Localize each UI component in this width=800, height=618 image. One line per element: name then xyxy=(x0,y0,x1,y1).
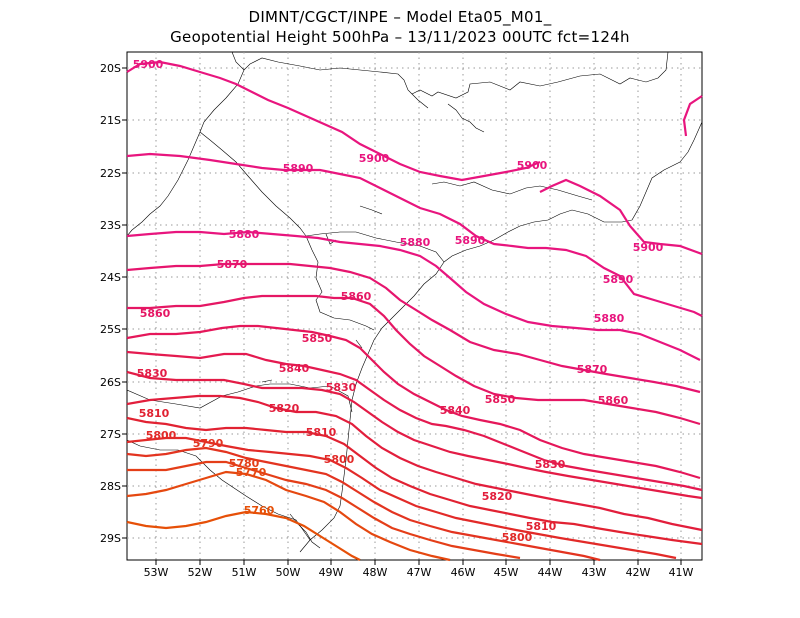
contour-5900-ne xyxy=(539,178,703,256)
contour-5850 xyxy=(126,324,701,480)
contour-5840 xyxy=(126,350,703,492)
contour-label: 5860 xyxy=(598,394,629,407)
lon-label: 49W xyxy=(319,566,344,579)
state-border-north xyxy=(231,51,429,109)
lon-label: 44W xyxy=(538,566,563,579)
contour-label: 5760 xyxy=(244,504,275,517)
contour-label: 5880 xyxy=(400,236,431,249)
contour-label: 5880 xyxy=(229,228,260,241)
contour-5820 xyxy=(126,394,703,532)
lat-label: 23S xyxy=(100,219,121,232)
coastlines-and-borders xyxy=(126,51,703,553)
contour-label: 5780 xyxy=(229,457,260,470)
border-pr-sp xyxy=(305,231,445,263)
title-line-1: DIMNT/CGCT/INPE – Model Eta05_M01_ xyxy=(248,8,551,27)
contour-label: 5800 xyxy=(324,453,355,466)
contour-label: 5820 xyxy=(269,402,300,415)
axis-ticks xyxy=(122,67,682,565)
contour-label: 5900 xyxy=(633,241,664,254)
contour-label: 5820 xyxy=(482,490,513,503)
contour-label: 5890 xyxy=(455,234,486,247)
height-contours xyxy=(126,60,703,562)
contour-label: 5840 xyxy=(279,362,310,375)
contour-label: 5900 xyxy=(133,58,164,71)
lat-label: 21S xyxy=(100,114,121,127)
contour-label: 5900 xyxy=(359,152,390,165)
river-parana xyxy=(199,131,307,237)
contour-5810 xyxy=(126,416,703,546)
lat-label: 27S xyxy=(100,428,121,441)
lon-label: 41W xyxy=(669,566,694,579)
contour-5900-nw xyxy=(126,60,541,182)
map-area: 5900 5900 5900 5900 5890 5890 5890 5880 … xyxy=(126,51,703,562)
lat-axis-labels: 20S 21S 22S 23S 24S 25S 26S 27S 28S 29S xyxy=(100,62,121,545)
contour-5790 xyxy=(126,446,601,562)
contour-label: 5870 xyxy=(217,258,248,271)
contour-label: 5900 xyxy=(517,159,548,172)
title-line-2: Geopotential Height 500hPa – 13/11/2023 … xyxy=(170,28,630,46)
contour-label: 5890 xyxy=(603,273,634,286)
contour-label: 5890 xyxy=(283,162,314,175)
lat-label: 20S xyxy=(100,62,121,75)
contour-label: 5810 xyxy=(306,426,337,439)
contour-label: 5830 xyxy=(137,367,168,380)
lon-label: 52W xyxy=(188,566,213,579)
reservoirs xyxy=(261,103,485,383)
contour-5800 xyxy=(126,436,677,560)
contour-5880 xyxy=(126,230,701,361)
lat-label: 29S xyxy=(100,532,121,545)
lon-label: 43W xyxy=(582,566,607,579)
border-pr-sc xyxy=(305,235,375,331)
contour-label: 5850 xyxy=(302,332,333,345)
contour-5760 xyxy=(126,510,361,561)
contour-5780 xyxy=(127,460,521,560)
contour-label: 5850 xyxy=(485,393,516,406)
contour-5770 xyxy=(126,470,451,562)
contour-labels: 5900 5900 5900 5900 5890 5890 5890 5880 … xyxy=(133,58,664,544)
lat-label: 28S xyxy=(100,480,121,493)
contour-label: 5860 xyxy=(341,290,372,303)
lon-label: 53W xyxy=(144,566,169,579)
contour-label: 5860 xyxy=(140,307,171,320)
lat-label: 25S xyxy=(100,323,121,336)
contour-label: 5830 xyxy=(535,458,566,471)
lon-label: 51W xyxy=(232,566,257,579)
contour-label: 5800 xyxy=(146,429,177,442)
contour-label: 5810 xyxy=(139,407,170,420)
contour-label: 5840 xyxy=(440,404,471,417)
lon-label: 45W xyxy=(494,566,519,579)
lon-label: 47W xyxy=(407,566,432,579)
coast-south xyxy=(299,261,445,553)
contour-5860 xyxy=(127,294,701,426)
lon-label: 48W xyxy=(363,566,388,579)
map-frame xyxy=(126,51,703,561)
lat-label: 24S xyxy=(100,271,121,284)
contour-label: 5810 xyxy=(526,520,557,533)
lake-patos xyxy=(289,513,321,549)
contour-5900-e xyxy=(682,95,703,137)
lat-label: 26S xyxy=(100,376,121,389)
state-border-sp-west xyxy=(126,69,245,237)
lon-label: 46W xyxy=(451,566,476,579)
state-border-mg-sp xyxy=(411,51,669,99)
lon-label: 42W xyxy=(626,566,651,579)
lon-label: 50W xyxy=(276,566,301,579)
contour-label: 5800 xyxy=(502,531,533,544)
border-argentina xyxy=(126,439,311,541)
contour-5890 xyxy=(126,152,703,317)
contour-5870 xyxy=(126,262,701,394)
coast-sp-north xyxy=(431,181,593,201)
contour-label: 5770 xyxy=(236,466,267,479)
lat-label: 22S xyxy=(100,167,121,180)
contour-label: 5870 xyxy=(577,363,608,376)
contour-label: 5790 xyxy=(193,437,224,450)
contour-label: 5830 xyxy=(326,381,357,394)
contour-5830 xyxy=(126,370,703,500)
lon-axis-labels: 53W 52W 51W 50W 49W 48W 47W 46W 45W 44W … xyxy=(144,566,694,579)
contour-label: 5880 xyxy=(594,312,625,325)
